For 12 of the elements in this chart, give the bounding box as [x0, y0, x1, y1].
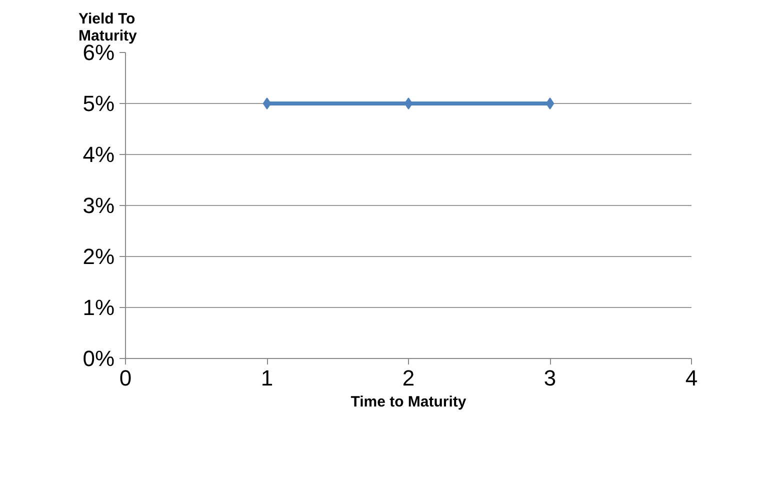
y-tick-label: 1% — [82, 295, 114, 320]
y-tick-label: 4% — [82, 142, 114, 167]
y-tick-label: 3% — [82, 193, 114, 218]
x-tick-label: 4 — [685, 366, 698, 390]
x-tick-label: 0 — [119, 366, 132, 390]
y-tick-label: 0% — [82, 346, 114, 371]
x-tick-label: 1 — [260, 366, 274, 390]
y-tick-label: 2% — [82, 244, 114, 269]
y-tick-label: 5% — [82, 91, 114, 116]
x-axis-title: Time to Maturity — [350, 394, 467, 410]
x-tick-label: 3 — [544, 366, 556, 390]
x-tick-label: 2 — [402, 366, 415, 390]
